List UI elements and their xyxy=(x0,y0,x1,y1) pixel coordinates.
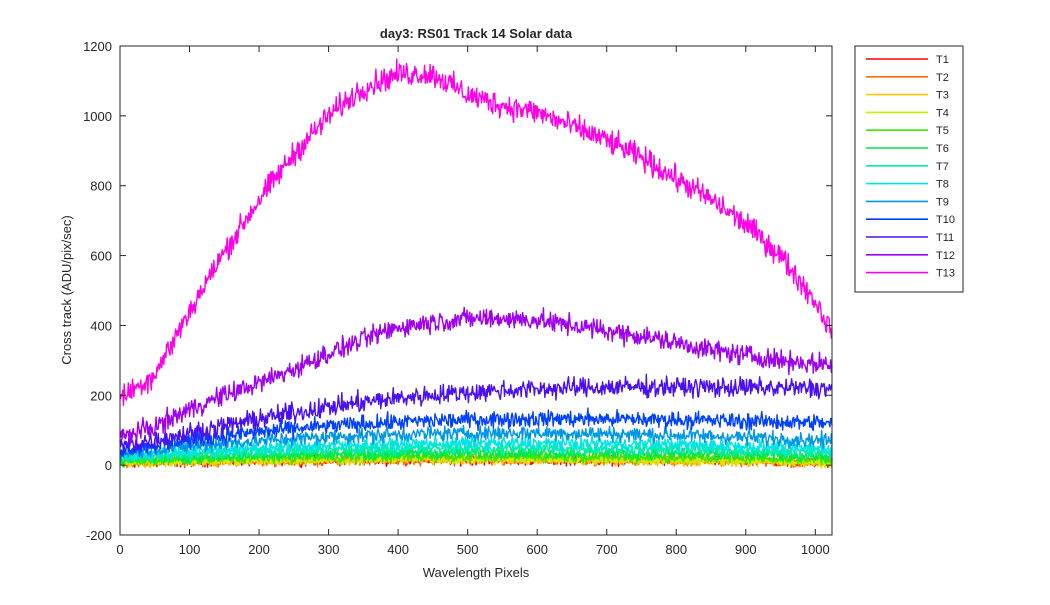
x-axis-label: Wavelength Pixels xyxy=(423,565,530,580)
y-tick-label: 200 xyxy=(90,388,112,403)
x-tick-label: 200 xyxy=(248,542,270,557)
series-layer xyxy=(119,58,833,469)
series-line-t11 xyxy=(119,373,833,453)
y-axis: -200 0 200 400 600 800 1000 1200 xyxy=(83,39,832,543)
x-tick-label: 700 xyxy=(596,542,618,557)
plot-frame xyxy=(119,45,833,536)
x-tick-label: 400 xyxy=(387,542,409,557)
chart-title: day3: RS01 Track 14 Solar data xyxy=(380,26,573,41)
legend: T1 T2 T3 T4 T5 T6 T7 T8 T9 T10 T11 T12 T13 xyxy=(854,45,964,293)
legend-label-t12: T12 xyxy=(936,250,955,262)
series-line-t12 xyxy=(119,306,833,444)
x-tick-label: 1000 xyxy=(801,542,830,557)
series-line-t7 xyxy=(119,440,833,464)
series-line-t13 xyxy=(119,58,833,407)
legend-label-t8: T8 xyxy=(936,179,949,191)
legend-label-t5: T5 xyxy=(936,125,949,137)
y-tick-label: 600 xyxy=(90,249,112,264)
x-tick-label: 0 xyxy=(116,542,123,557)
series-line-t10 xyxy=(119,407,833,458)
legend-box xyxy=(854,45,964,293)
series-line-t5 xyxy=(119,448,833,468)
legend-label-t2: T2 xyxy=(936,72,949,84)
legend-label-t11: T11 xyxy=(936,232,954,244)
x-tick-label: 600 xyxy=(526,542,548,557)
legend-label-t1: T1 xyxy=(936,54,949,66)
legend-label-t6: T6 xyxy=(936,143,949,155)
series-line-t8 xyxy=(119,434,833,463)
legend-label-t9: T9 xyxy=(936,196,949,208)
y-tick-label: 0 xyxy=(105,458,112,473)
x-axis: 0 100 200 300 400 500 600 700 800 900 1000 xyxy=(116,46,830,557)
series-line-t9 xyxy=(119,424,833,462)
legend-label-t3: T3 xyxy=(936,90,949,102)
x-tick-label: 300 xyxy=(318,542,340,557)
x-tick-label: 100 xyxy=(179,542,201,557)
legend-label-t7: T7 xyxy=(936,161,949,173)
legend-label-t10: T10 xyxy=(936,214,955,226)
y-axis-label: Cross track (ADU/pix/sec) xyxy=(59,215,74,365)
x-tick-label: 900 xyxy=(735,542,757,557)
x-tick-label: 500 xyxy=(457,542,479,557)
legend-label-t4: T4 xyxy=(936,107,949,119)
y-tick-label: 1200 xyxy=(83,39,112,54)
y-tick-label: -200 xyxy=(86,528,112,543)
legend-label-t13: T13 xyxy=(936,268,955,280)
y-tick-label: 1000 xyxy=(83,109,112,124)
y-tick-label: 800 xyxy=(90,179,112,194)
x-tick-label: 800 xyxy=(665,542,687,557)
y-tick-label: 400 xyxy=(90,318,112,333)
